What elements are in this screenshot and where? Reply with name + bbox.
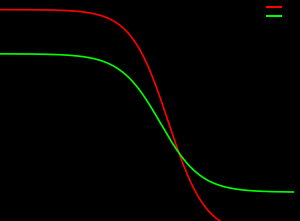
Legend:  ,  : , <box>266 4 290 21</box>
